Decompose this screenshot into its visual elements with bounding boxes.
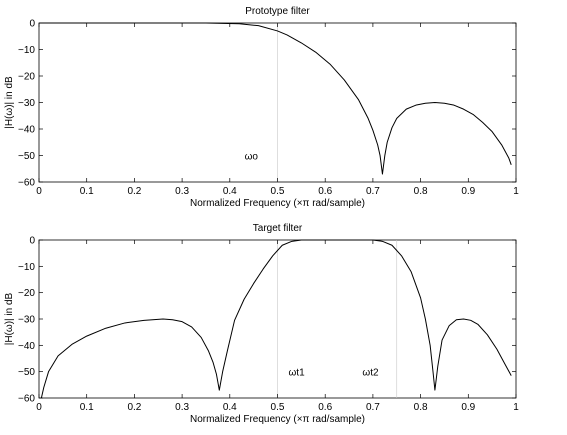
x-tick-label: 1 <box>513 402 519 413</box>
x-axis-label: Normalized Frequency (×π rad/sample) <box>190 198 365 209</box>
x-tick-label: 0.7 <box>366 186 380 197</box>
y-tick-label: −10 <box>18 45 35 56</box>
y-tick-label: −50 <box>18 367 35 378</box>
series-line <box>39 22 512 175</box>
y-axis-label: |H(ω)| in dB <box>4 292 15 345</box>
y-tick-label: −30 <box>18 315 35 326</box>
x-axis-label: Normalized Frequency (×π rad/sample) <box>190 414 365 425</box>
x-tick-label: 0.1 <box>80 402 94 413</box>
x-tick-label: 0.8 <box>414 186 428 197</box>
y-tick-label: −20 <box>18 288 35 299</box>
annotation-label: ωt2 <box>362 368 379 379</box>
y-tick-label: −10 <box>18 262 35 273</box>
y-tick-label: −60 <box>18 394 35 405</box>
series-line <box>40 239 512 399</box>
x-tick-label: 0 <box>36 186 42 197</box>
x-tick-label: 0.7 <box>366 402 380 413</box>
x-tick-label: 0.6 <box>318 186 332 197</box>
x-tick-label: 0.9 <box>461 402 475 413</box>
chart-title: Target filter <box>253 223 303 234</box>
y-tick-label: 0 <box>29 19 35 30</box>
target-filter-panel: 0 0.1 0.2 0.3 0.4 0.5 0.6 0.7 0.8 0.9 1 0 −10 −20 −30 −… <box>4 223 519 425</box>
x-tick-label: 0.2 <box>127 186 141 197</box>
y-tick-label: −20 <box>18 72 35 83</box>
annotation-label: ωt1 <box>289 368 306 379</box>
y-tick-label: −50 <box>18 151 35 162</box>
annotation-label: ωo <box>245 152 259 163</box>
x-tick-label: 0.1 <box>80 186 94 197</box>
x-tick-label: 0.4 <box>223 402 237 413</box>
x-tick-label: 0.3 <box>175 186 189 197</box>
x-tick-label: 0.4 <box>223 186 237 197</box>
y-tick-label: −60 <box>18 178 35 189</box>
y-tick-label: 0 <box>29 236 35 247</box>
y-axis-label: |H(ω)| in dB <box>4 76 15 129</box>
y-tick-label: −40 <box>18 341 35 352</box>
x-tick-label: 0.3 <box>175 402 189 413</box>
x-tick-label: 1 <box>513 186 519 197</box>
prototype-filter-panel: 0 0.1 0.2 0.3 0.4 0.5 0.6 0.7 0.8 0.9 1 0 −10 −20 −30 −… <box>4 6 519 209</box>
x-tick-label: 0 <box>36 402 42 413</box>
chart-title: Prototype filter <box>245 6 310 17</box>
x-tick-label: 0.2 <box>127 402 141 413</box>
y-tick-label: −30 <box>18 98 35 109</box>
x-tick-label: 0.5 <box>271 402 285 413</box>
y-tick-label: −40 <box>18 125 35 136</box>
x-tick-label: 0.8 <box>414 402 428 413</box>
x-tick-label: 0.5 <box>271 186 285 197</box>
x-tick-label: 0.9 <box>461 186 475 197</box>
x-tick-label: 0.6 <box>318 402 332 413</box>
